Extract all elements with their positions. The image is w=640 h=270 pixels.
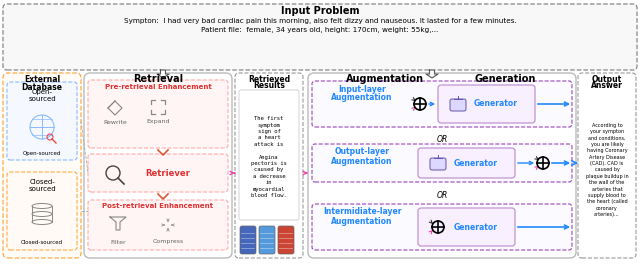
Text: Augmentation: Augmentation (332, 157, 393, 167)
Polygon shape (426, 70, 438, 78)
FancyBboxPatch shape (438, 85, 535, 123)
FancyBboxPatch shape (278, 226, 294, 254)
Text: Output-layer: Output-layer (335, 147, 390, 157)
FancyBboxPatch shape (418, 148, 515, 178)
FancyBboxPatch shape (88, 80, 228, 148)
Text: Generator: Generator (454, 158, 498, 167)
Text: According to
your sympton
and conditions,
you are likely
having Coronary
Artery : According to your sympton and conditions… (586, 123, 628, 217)
Text: Input Problem: Input Problem (281, 6, 359, 16)
Text: Retriever: Retriever (145, 168, 191, 177)
Text: Answer: Answer (591, 82, 623, 90)
Text: Closed-: Closed- (29, 179, 55, 185)
Polygon shape (157, 70, 169, 78)
Text: OR: OR (436, 191, 447, 200)
FancyBboxPatch shape (3, 4, 637, 70)
FancyBboxPatch shape (450, 99, 466, 111)
Text: The first
symptom
sign of
a heart
attack is
 
Angina
pectoris is
caused by
a dec: The first symptom sign of a heart attack… (251, 116, 287, 198)
Text: Generator: Generator (454, 222, 498, 231)
Text: Input-layer: Input-layer (338, 85, 386, 93)
FancyBboxPatch shape (7, 82, 77, 160)
Text: Augmentation: Augmentation (332, 218, 393, 227)
Text: Filter: Filter (110, 239, 126, 245)
Text: Open-: Open- (31, 89, 52, 95)
Text: Sympton:  I had very bad cardiac pain this morning, also felt dizzy and nauseous: Sympton: I had very bad cardiac pain thi… (124, 18, 516, 24)
Text: External: External (24, 76, 60, 85)
Text: Post-retrieval Enhancement: Post-retrieval Enhancement (102, 203, 214, 209)
Text: Compress: Compress (152, 239, 184, 245)
Text: Open-sourced: Open-sourced (23, 151, 61, 157)
FancyBboxPatch shape (308, 73, 576, 258)
FancyBboxPatch shape (235, 73, 303, 258)
FancyBboxPatch shape (239, 90, 299, 220)
FancyBboxPatch shape (88, 154, 228, 192)
Text: Expand: Expand (147, 120, 170, 124)
Text: Generation: Generation (474, 74, 536, 84)
Text: sourced: sourced (28, 186, 56, 192)
FancyBboxPatch shape (88, 200, 228, 250)
FancyBboxPatch shape (430, 158, 446, 170)
FancyBboxPatch shape (578, 73, 636, 258)
Text: Intermidiate-layer: Intermidiate-layer (323, 208, 401, 217)
Text: Augmentation: Augmentation (332, 93, 393, 103)
Text: Generator: Generator (474, 100, 518, 109)
Text: Database: Database (22, 83, 63, 92)
Text: Results: Results (253, 82, 285, 90)
FancyBboxPatch shape (84, 73, 232, 258)
FancyBboxPatch shape (240, 226, 256, 254)
Text: Augmentation: Augmentation (346, 74, 424, 84)
FancyBboxPatch shape (3, 73, 81, 258)
Text: Retrieval: Retrieval (133, 74, 183, 84)
Text: sourced: sourced (28, 96, 56, 102)
Text: Patient file:  female, 34 years old, height: 170cm, weight: 55kg,...: Patient file: female, 34 years old, heig… (202, 27, 438, 33)
FancyBboxPatch shape (312, 204, 572, 250)
Text: OR: OR (436, 136, 447, 144)
FancyBboxPatch shape (259, 226, 275, 254)
Text: Closed-sourced: Closed-sourced (21, 239, 63, 245)
FancyBboxPatch shape (418, 208, 515, 246)
FancyBboxPatch shape (312, 81, 572, 127)
Text: Pre-retrieval Enhancement: Pre-retrieval Enhancement (104, 84, 211, 90)
FancyBboxPatch shape (312, 144, 572, 182)
Text: Rewrite: Rewrite (103, 120, 127, 124)
Text: Retrieved: Retrieved (248, 75, 290, 83)
Text: Output: Output (592, 75, 622, 83)
FancyBboxPatch shape (7, 172, 77, 250)
